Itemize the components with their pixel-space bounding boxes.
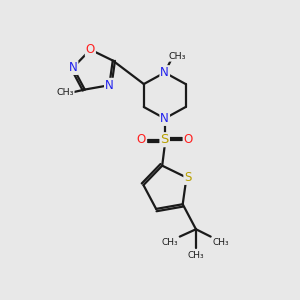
Text: O: O bbox=[136, 133, 146, 146]
Text: N: N bbox=[160, 112, 169, 125]
Text: S: S bbox=[160, 133, 169, 146]
Text: N: N bbox=[105, 79, 114, 92]
Text: S: S bbox=[184, 171, 192, 184]
Text: N: N bbox=[69, 61, 77, 74]
Text: CH₃: CH₃ bbox=[168, 52, 186, 61]
Text: O: O bbox=[86, 43, 95, 56]
Text: CH₃: CH₃ bbox=[56, 88, 74, 97]
Text: N: N bbox=[160, 66, 169, 79]
Text: CH₃: CH₃ bbox=[212, 238, 229, 247]
Text: CH₃: CH₃ bbox=[188, 251, 204, 260]
Text: CH₃: CH₃ bbox=[162, 238, 178, 247]
Text: O: O bbox=[184, 133, 193, 146]
